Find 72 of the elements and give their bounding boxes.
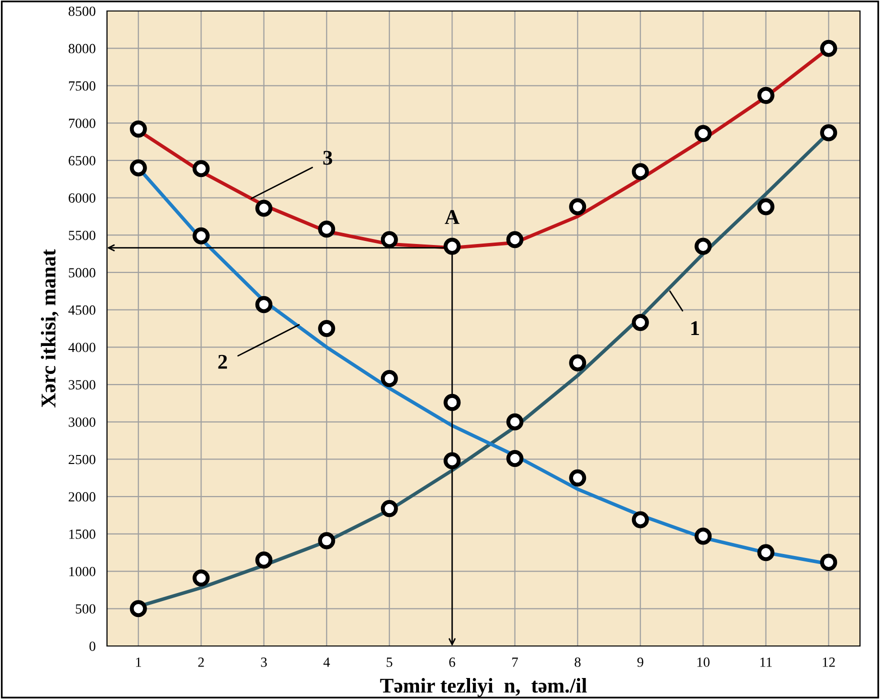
point [380,231,398,248]
point [444,452,461,470]
y-tick-label: 6500 [68,156,96,166]
point [506,413,524,430]
point [255,200,272,217]
y-tick-label: 500 [76,604,96,614]
x-tick-label: 1 [136,658,142,667]
point [255,296,272,314]
y-tick-label: 4000 [68,342,96,352]
point [569,198,586,216]
point [694,124,712,142]
annotation: A [444,210,460,224]
y-tick-label: 4500 [68,305,96,315]
annotation: 2 [218,354,227,369]
y-axis-title: Xərc itkisi, manat [40,249,59,408]
point [757,198,774,216]
y-tick-label: 3000 [68,417,96,427]
point [632,163,649,180]
annotation: 1 [691,321,699,336]
x-tick-label: 8 [574,658,581,667]
point [318,532,336,550]
y-tick-label: 0 [89,642,96,651]
point [820,554,838,571]
point [192,569,210,587]
point [318,320,336,338]
y-tick-label: 6000 [68,193,96,203]
x-tick-label: 4 [323,658,330,667]
y-tick-label: 5000 [68,268,96,278]
y-tick-label: 2500 [68,454,96,464]
point [444,238,461,255]
point [130,600,147,618]
point [380,370,398,388]
point [569,354,586,372]
point [506,231,524,248]
y-tick-label: 3500 [68,380,96,390]
point [757,86,774,104]
point [820,124,838,142]
point [820,40,838,57]
y-tick-label: 5500 [68,230,96,240]
y-tick-label: 1500 [69,530,96,539]
x-tick-label: 2 [198,658,204,667]
y-tick-label: 7000 [69,118,96,128]
y-tick-label: 2000 [68,492,96,502]
x-tick-label: 7 [512,658,518,667]
point [694,238,712,255]
y-tick-label: 7500 [69,81,96,91]
x-tick-label: 10 [697,658,710,667]
point [506,450,524,468]
point [130,120,147,138]
x-tick-label: 6 [449,658,456,667]
point [192,227,210,244]
x-tick-label: 11 [760,658,772,667]
point [192,160,210,178]
point [444,394,461,411]
point [569,469,586,486]
point [632,314,649,332]
point [694,528,712,545]
y-tick-label: 8000 [68,44,96,54]
annotation: 3 [323,150,332,165]
point [380,500,398,518]
point [318,220,336,238]
x-tick-label: 12 [822,658,835,667]
point [130,159,147,176]
point [255,552,272,569]
x-tick-label: 5 [386,658,392,667]
y-tick-label: 8500 [68,6,96,16]
point [632,511,649,528]
y-tick-label: 1000 [69,566,96,576]
x-tick-label: 3 [261,658,267,667]
x-axis-title: Təmir tezliyi n, təm./il [380,678,587,697]
x-tick-label: 9 [637,658,644,667]
point [757,544,774,562]
